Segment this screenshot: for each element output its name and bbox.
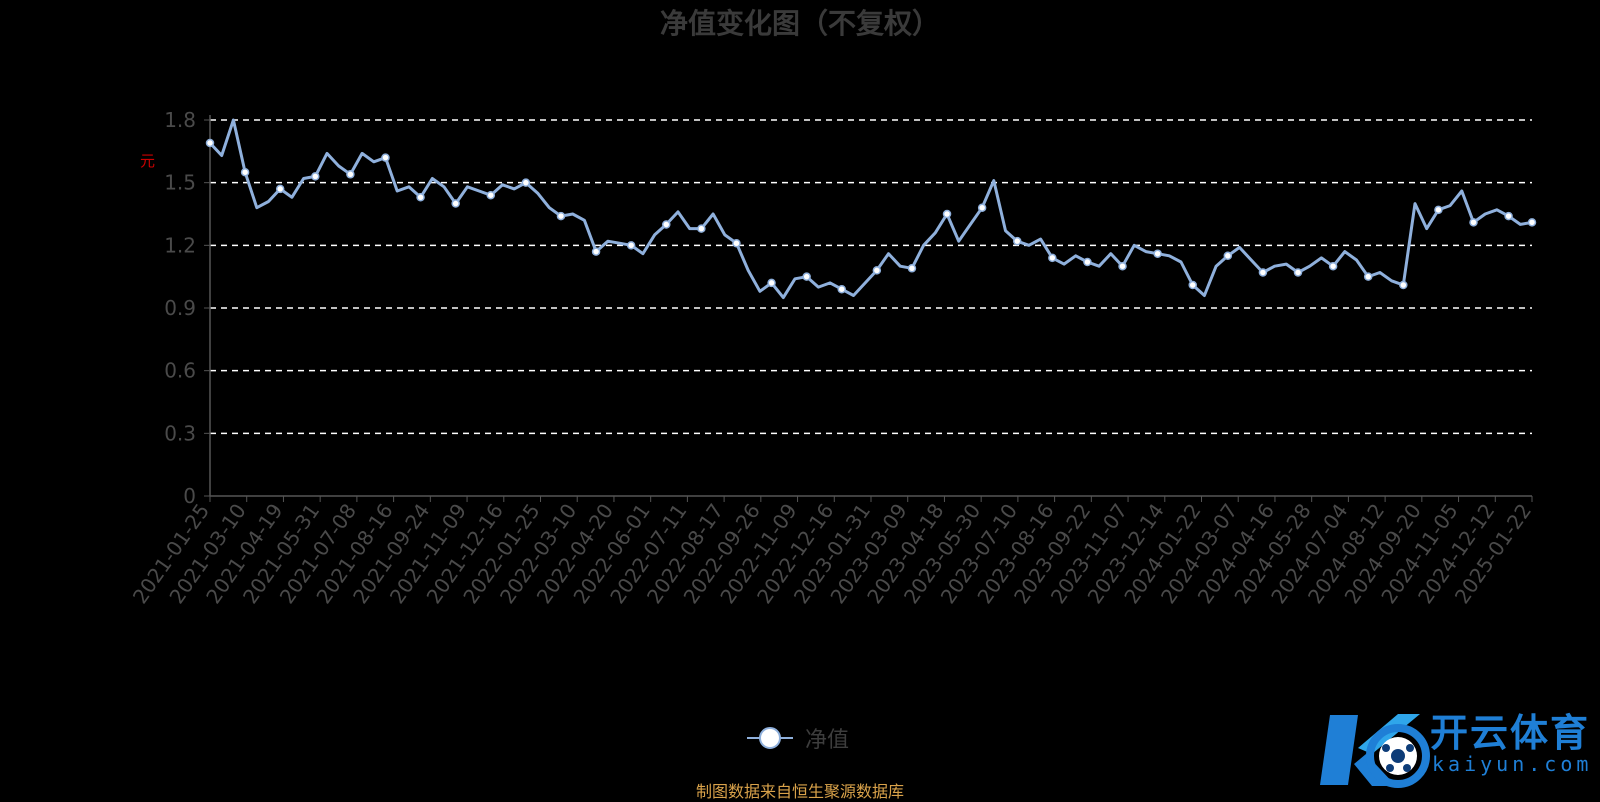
data-point[interactable] — [556, 211, 566, 221]
data-point[interactable] — [1399, 280, 1408, 290]
data-point[interactable] — [521, 178, 531, 187]
data-point[interactable] — [802, 272, 811, 281]
data-point[interactable] — [872, 266, 882, 275]
data-point[interactable] — [1118, 261, 1127, 271]
source-note: 制图数据来自恒生聚源数据库 — [695, 782, 904, 801]
data-point[interactable] — [591, 247, 601, 256]
watermark-en: kaiyun.com — [1432, 752, 1593, 776]
data-point[interactable] — [1258, 268, 1268, 277]
watermark-cn: 开云体育 — [1430, 711, 1591, 755]
data-point[interactable] — [697, 224, 706, 233]
data-point[interactable] — [451, 199, 460, 208]
data-point[interactable] — [205, 138, 215, 148]
data-point[interactable] — [837, 284, 847, 294]
data-point[interactable] — [1048, 253, 1057, 263]
data-point[interactable] — [1083, 257, 1092, 267]
data-point[interactable] — [1527, 218, 1537, 227]
series-markers — [205, 138, 1537, 294]
data-point[interactable] — [1188, 280, 1197, 290]
y-tick-label: 0.9 — [164, 296, 196, 320]
data-point[interactable] — [1363, 272, 1373, 281]
series-lines — [208, 118, 1533, 300]
data-point[interactable] — [1469, 218, 1478, 227]
data-point[interactable] — [662, 220, 671, 229]
data-point[interactable] — [275, 184, 285, 194]
y-axis-label: 元 — [140, 152, 156, 170]
data-point[interactable] — [1328, 261, 1338, 271]
grid-lines — [210, 119, 1532, 435]
legend[interactable]: 净值 — [745, 722, 849, 754]
data-point[interactable] — [942, 209, 952, 219]
chart-title: 净值变化图（不复权） — [659, 7, 940, 40]
y-tick-label: 1.5 — [164, 171, 196, 195]
y-tick-label: 1.2 — [164, 233, 196, 257]
data-point[interactable] — [486, 190, 496, 200]
data-point[interactable] — [311, 172, 320, 181]
data-point[interactable] — [1012, 236, 1022, 246]
legend-label: 净值 — [805, 728, 850, 753]
series-line-0[interactable] — [208, 118, 1533, 300]
legend-line-marker-icon — [747, 727, 793, 749]
data-point[interactable] — [1223, 251, 1233, 261]
y-tick-label: 0.3 — [164, 421, 196, 445]
data-point[interactable] — [240, 167, 250, 177]
data-point[interactable] — [626, 241, 636, 250]
data-point[interactable] — [346, 170, 355, 179]
data-point[interactable] — [767, 278, 776, 288]
data-point[interactable] — [732, 238, 741, 248]
y-tick-label: 1.8 — [164, 108, 196, 132]
data-point[interactable] — [1504, 211, 1513, 221]
data-point[interactable] — [977, 203, 987, 212]
data-point[interactable] — [1153, 249, 1162, 258]
data-point[interactable] — [381, 153, 390, 162]
y-tick-label: 0.6 — [164, 359, 196, 383]
data-point[interactable] — [907, 264, 917, 273]
y-tick-label: 0 — [183, 484, 196, 508]
kaiyun-logo-icon — [1320, 714, 1430, 788]
data-point[interactable] — [416, 193, 425, 202]
data-point[interactable] — [1293, 268, 1303, 277]
data-point[interactable] — [1434, 205, 1443, 215]
